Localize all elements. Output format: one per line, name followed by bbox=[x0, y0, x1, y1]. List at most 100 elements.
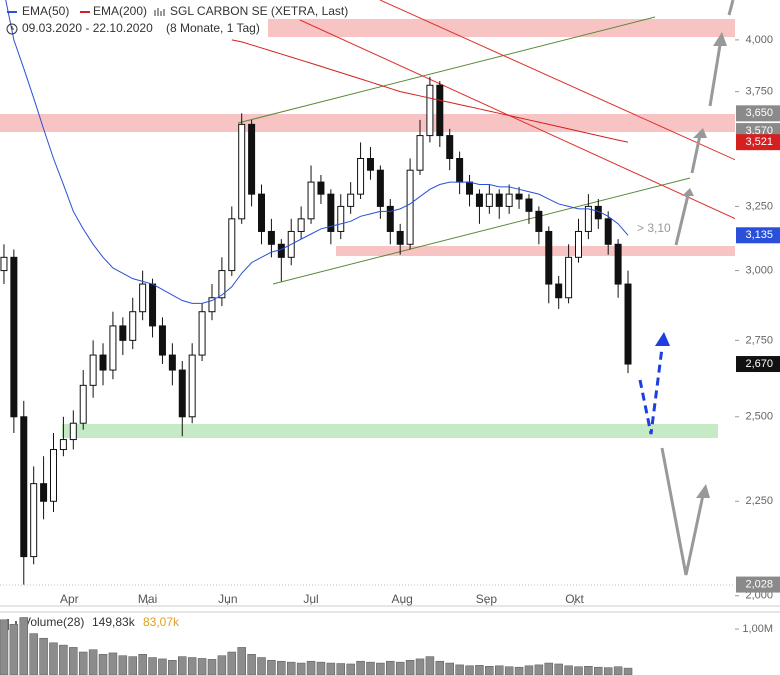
candle-body bbox=[40, 483, 48, 502]
price-label: 2,028 bbox=[745, 578, 773, 590]
price-label: 2,670 bbox=[745, 358, 773, 370]
x-tick-label: Apr bbox=[60, 592, 79, 606]
volume-bar bbox=[584, 666, 593, 675]
candle-body bbox=[485, 193, 493, 207]
y-tick-label: 2,750 bbox=[745, 334, 773, 346]
volume-bar bbox=[524, 665, 534, 675]
arrow-head bbox=[696, 484, 710, 498]
volume-bar bbox=[148, 657, 157, 675]
arrow-head bbox=[693, 128, 707, 138]
volume-bar bbox=[594, 666, 603, 675]
candle-body bbox=[238, 123, 246, 220]
candle-body bbox=[277, 243, 285, 258]
volume-bar bbox=[475, 665, 484, 675]
candle-body bbox=[49, 449, 57, 502]
volume-bar bbox=[386, 660, 395, 675]
volume-bar bbox=[257, 657, 266, 675]
arrow bbox=[690, 134, 702, 174]
candle-body bbox=[69, 422, 77, 441]
chart-title: SGL CARBON SE (XETRA, Last) bbox=[170, 4, 348, 18]
candle-body bbox=[129, 311, 137, 341]
volume-bar bbox=[138, 654, 147, 675]
volume-legend-value: 83,07k bbox=[143, 615, 180, 629]
volume-bar bbox=[356, 660, 365, 675]
volume-bar bbox=[395, 661, 405, 675]
volume-bar bbox=[376, 662, 385, 675]
volume-bar bbox=[286, 661, 296, 675]
volume-bar bbox=[574, 666, 583, 675]
price-label: 3,570 bbox=[745, 125, 773, 137]
y-tick-label: 3,000 bbox=[745, 264, 773, 276]
candle-body bbox=[218, 270, 226, 299]
price-label: 3,135 bbox=[745, 229, 773, 241]
trendline bbox=[379, 0, 735, 161]
volume-bar bbox=[603, 667, 613, 675]
volume-bar bbox=[534, 664, 544, 675]
candle-body bbox=[505, 193, 513, 207]
x-tick-label: Mai bbox=[138, 592, 157, 606]
candle-body bbox=[158, 325, 166, 356]
candle-body bbox=[168, 354, 176, 371]
candle-body bbox=[119, 325, 127, 341]
x-tick-label: Jun bbox=[218, 592, 237, 606]
volume-bar bbox=[0, 619, 9, 675]
volume-bar bbox=[405, 660, 415, 675]
date-range: 09.03.2020 - 22.10.2020 bbox=[22, 21, 153, 35]
volume-bar bbox=[247, 654, 256, 675]
candle-body bbox=[20, 416, 28, 558]
trendline bbox=[272, 177, 691, 285]
volume-bar bbox=[564, 665, 573, 675]
legend-label: EMA(50) bbox=[22, 4, 69, 18]
y-tick-label: 2,500 bbox=[745, 411, 773, 423]
candle-body bbox=[386, 205, 394, 232]
volume-legend-value: 149,83k bbox=[92, 615, 136, 629]
volume-bar bbox=[306, 660, 316, 675]
candle-body bbox=[297, 218, 305, 232]
volume-bar bbox=[554, 663, 563, 675]
candle-body bbox=[525, 198, 533, 212]
ema-line bbox=[5, 0, 629, 304]
candle-body bbox=[376, 169, 384, 207]
resistance-zone bbox=[0, 114, 735, 132]
volume-bar bbox=[19, 617, 29, 675]
arrow-head bbox=[682, 188, 694, 196]
y-tick-label: 3,750 bbox=[745, 86, 773, 98]
arrow-head bbox=[713, 32, 727, 46]
candle-body bbox=[416, 135, 424, 171]
support-zone bbox=[62, 424, 718, 438]
volume-bar bbox=[69, 647, 78, 675]
candle-body bbox=[466, 181, 474, 195]
clock-icon bbox=[6, 23, 18, 35]
y-tick-label: 2,000 bbox=[745, 590, 773, 602]
arrow bbox=[708, 44, 722, 107]
volume-bar bbox=[197, 658, 207, 675]
candle-body bbox=[89, 354, 97, 386]
candle-body bbox=[327, 193, 335, 232]
candle-body bbox=[307, 181, 315, 220]
candle-body bbox=[139, 283, 147, 313]
volume-bar bbox=[98, 654, 108, 675]
price-label-box bbox=[736, 134, 780, 151]
volume-bar bbox=[187, 657, 197, 675]
volume-bar bbox=[504, 666, 514, 675]
support-zone bbox=[336, 246, 735, 256]
volume-bar bbox=[118, 655, 128, 675]
legend-label: EMA(200) bbox=[93, 4, 147, 18]
volume-bar bbox=[494, 665, 504, 675]
candle-body bbox=[79, 384, 87, 424]
volume-bar bbox=[455, 664, 464, 675]
volume-bar bbox=[415, 658, 425, 675]
candle-body bbox=[495, 193, 503, 207]
volume-bar bbox=[435, 660, 445, 675]
candle-body bbox=[228, 218, 236, 272]
volume-bar bbox=[613, 666, 623, 675]
volume-bar bbox=[277, 660, 286, 675]
candle-body bbox=[188, 354, 196, 418]
y-tick-label: 2,250 bbox=[745, 495, 773, 507]
arrow bbox=[674, 194, 690, 246]
volume-bar bbox=[29, 633, 38, 675]
volume-bar bbox=[336, 663, 346, 675]
candle-body bbox=[357, 158, 365, 195]
volume-bar bbox=[366, 661, 375, 675]
ema-line bbox=[231, 39, 629, 143]
